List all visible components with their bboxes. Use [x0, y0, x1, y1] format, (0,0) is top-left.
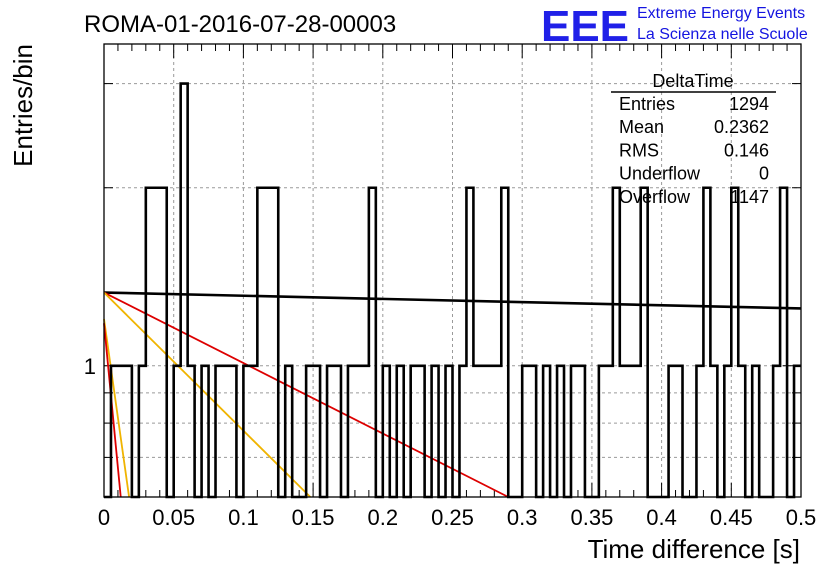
x-tick-label: 0.05 — [152, 505, 195, 530]
histogram-outline — [104, 82, 801, 499]
fit-line-orange — [103, 291, 311, 498]
y-axis-label: Entries/bin — [8, 44, 38, 167]
stats-title: DeltaTime — [652, 71, 733, 91]
y-tick-label: 1 — [84, 354, 96, 379]
x-axis-label: Time difference [s] — [588, 534, 800, 564]
x-tick-label: 0 — [98, 505, 110, 530]
stats-row-value: 0 — [759, 164, 769, 184]
stats-row-value: 0.2362 — [714, 117, 769, 137]
eee-logo-line1: Extreme Energy Events — [637, 5, 805, 22]
x-tick-label: 0.25 — [431, 505, 474, 530]
stats-row-label: RMS — [619, 140, 659, 160]
plot-frame — [103, 43, 802, 498]
x-tick-label: 0.3 — [507, 505, 538, 530]
stats-box: DeltaTime Entries 1294 Mean 0.2362 RMS 0.146 U… — [611, 71, 776, 207]
fit-line-black — [103, 291, 802, 310]
x-tick-label: 0.1 — [228, 505, 259, 530]
x-tick-label: 0.35 — [570, 505, 613, 530]
x-tick-label: 0.15 — [292, 505, 335, 530]
eee-logo-mark: EEE — [541, 2, 629, 51]
x-tick-label: 0.45 — [710, 505, 753, 530]
eee-logo: EEE Extreme Energy Events La Scienza nel… — [541, 2, 808, 51]
stats-row-value: 0.146 — [724, 140, 769, 160]
x-tick-labels: 0 0.05 0.1 0.15 0.2 0.25 0.3 0.35 0.4 0.45 0.5 — [98, 505, 816, 530]
y-tick-labels: 1 — [84, 354, 96, 379]
stats-row-label: Underflow — [619, 164, 701, 184]
x-tick-label: 0.5 — [786, 505, 817, 530]
stats-row-value: 1147 — [730, 187, 769, 207]
eee-logo-line2: La Scienza nelle Scuole — [637, 26, 808, 43]
stats-row-label: Entries — [619, 94, 675, 114]
run-title: ROMA-01-2016-07-28-00003 — [84, 11, 396, 38]
x-tick-label: 0.4 — [646, 505, 677, 530]
fit-line-red — [103, 323, 122, 498]
x-tick-label: 0.2 — [368, 505, 399, 530]
fit-line-orange — [103, 318, 130, 498]
stats-row-value: 1294 — [729, 94, 769, 114]
stats-row-label: Mean — [619, 117, 664, 137]
stats-row-label: Overflow — [619, 187, 691, 207]
